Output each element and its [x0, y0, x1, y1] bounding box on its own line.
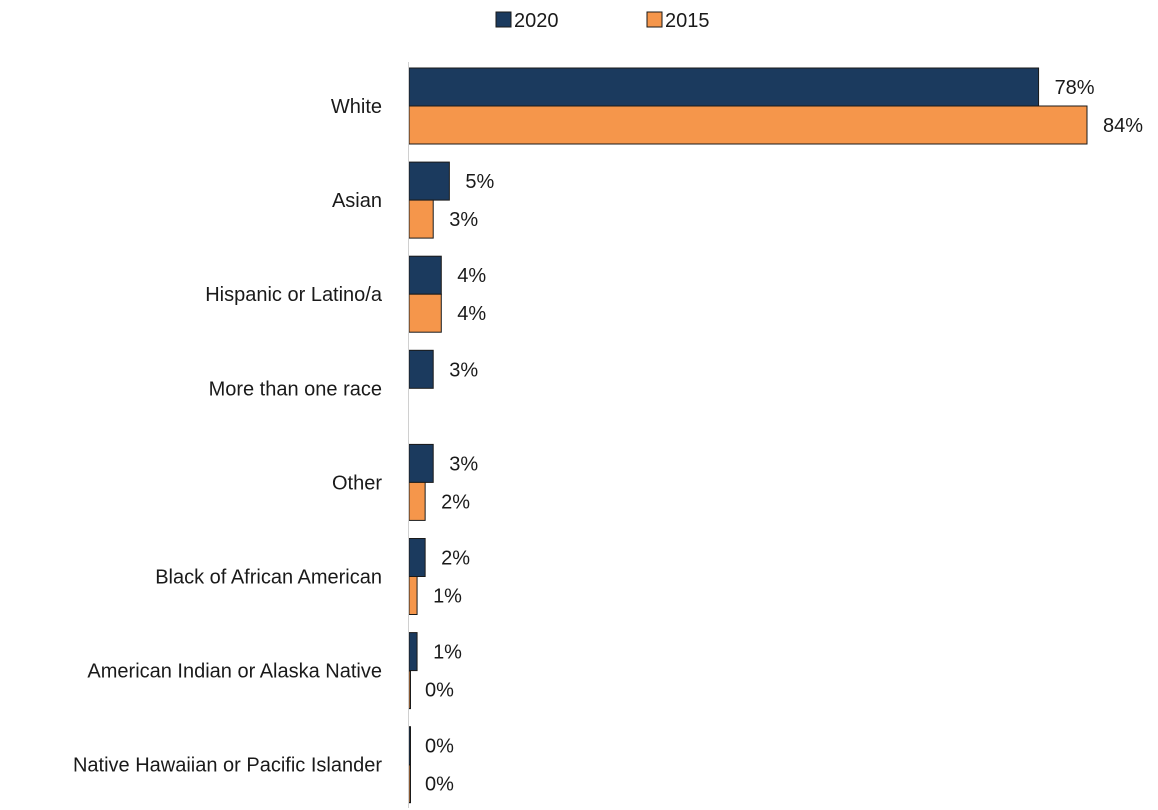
data-label-2020: 2% [441, 548, 470, 570]
category-label: Black of African American [155, 567, 382, 589]
bar-2020 [408, 349, 434, 389]
value-labels: 78% 84% 5% 3% 4% 4% 3% 3% 2% 2% 1% 1% 0% 0% 0% [425, 77, 1143, 796]
data-label-2020: 4% [457, 265, 486, 287]
bar-2015 [408, 105, 1088, 145]
data-label-2015: 3% [449, 209, 478, 231]
legend-label-2015: 2015 [665, 10, 710, 32]
bar-2015 [408, 576, 418, 615]
bar-2015 [408, 481, 426, 521]
category-label: White [331, 96, 382, 118]
category-label: Hispanic or Latino/a [205, 284, 383, 306]
category-label: Other [332, 472, 382, 494]
bar-2020 [408, 726, 411, 766]
category-label: Asian [332, 190, 382, 212]
bar-2015 [408, 199, 434, 239]
legend-label-2020: 2020 [514, 10, 559, 32]
data-label-2020: 0% [425, 736, 454, 758]
bar-2015 [408, 764, 411, 804]
category-labels: White Asian Hispanic or Latino/a More than … [73, 96, 383, 777]
bar-2020 [408, 255, 442, 295]
data-label-2015: 2% [441, 491, 470, 513]
bar-2015 [408, 670, 411, 710]
category-label: Native Hawaiian or Pacific Islander [73, 755, 382, 777]
data-label-2020: 5% [465, 171, 494, 193]
bar-2020 [408, 161, 450, 201]
data-label-2015: 0% [425, 774, 454, 796]
legend-swatch-2015 [646, 11, 663, 28]
data-label-2020: 3% [449, 453, 478, 475]
data-label-2015: 4% [457, 303, 486, 325]
data-label-2020: 1% [433, 642, 462, 664]
data-label-2015: 84% [1103, 115, 1143, 137]
bar-2020 [408, 632, 418, 672]
bars [408, 67, 1088, 804]
data-label-2015: 1% [433, 586, 462, 608]
category-label: More than one race [209, 378, 382, 400]
category-label: American Indian or Alaska Native [87, 661, 382, 683]
legend: 2020 2015 [495, 10, 710, 32]
bar-2020 [408, 538, 426, 577]
legend-swatch-2020 [495, 11, 512, 28]
bar-2020 [408, 67, 1040, 107]
data-label-2015: 0% [425, 680, 454, 702]
bar-2015 [408, 293, 442, 333]
data-label-2020: 3% [449, 359, 478, 381]
data-label-2020: 78% [1055, 77, 1095, 99]
bar-2020 [408, 443, 434, 483]
